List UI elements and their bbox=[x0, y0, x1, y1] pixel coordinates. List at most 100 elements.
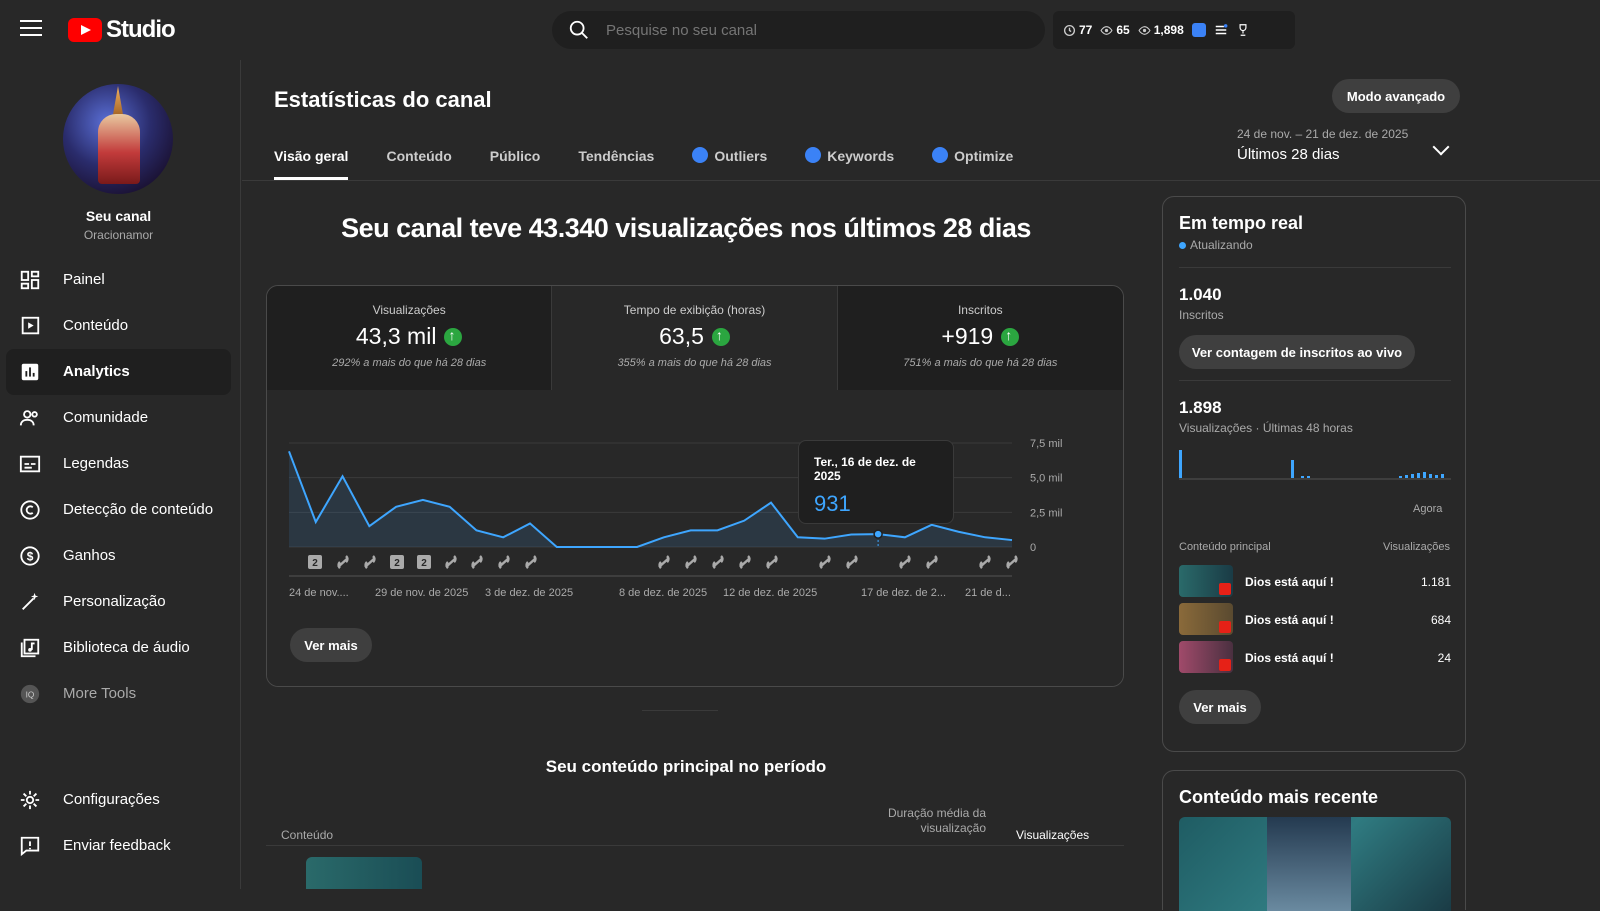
trophy-icon[interactable] bbox=[1236, 23, 1250, 37]
realtime-bars-chart[interactable] bbox=[1179, 447, 1451, 487]
col-views[interactable]: Visualizações bbox=[1016, 828, 1090, 842]
subtitles-icon bbox=[19, 455, 41, 473]
content-icon bbox=[21, 316, 40, 335]
metric-label: Tempo de exibição (horas) bbox=[623, 303, 766, 317]
recent-title: Conteúdo mais recente bbox=[1179, 787, 1379, 807]
menu-icon[interactable] bbox=[20, 20, 42, 38]
metric-visualizacoes[interactable]: Visualizações 43,3 mil 292% a mais do qu… bbox=[267, 286, 553, 390]
tabs-divider bbox=[242, 180, 1600, 181]
realtime-bar bbox=[1405, 475, 1408, 478]
x-tick-label: 24 de nov.... bbox=[289, 587, 349, 599]
top-content-title: Seu conteúdo principal no período bbox=[545, 757, 827, 776]
metric-inscritos[interactable]: Inscritos +919 751% a mais do que há 28 … bbox=[837, 286, 1123, 390]
overview-card: Visualizações 43,3 mil 292% a mais do qu… bbox=[266, 285, 1124, 687]
sidebar-item-label: Comunidade bbox=[63, 409, 149, 426]
sidebar-item-label: Detecção de conteúdo bbox=[63, 501, 214, 518]
col-avg-duration[interactable]: Duração média da visualização bbox=[887, 806, 986, 835]
sidebar-item-ganhos[interactable]: $ Ganhos bbox=[6, 533, 231, 579]
dollar-icon: $ bbox=[20, 546, 40, 566]
upload-badge-label: 2 bbox=[312, 558, 318, 569]
tab-tendencias[interactable]: Tendências bbox=[578, 132, 654, 180]
metric-tempo-exibicao[interactable]: Tempo de exibição (horas) 63,5 355% a ma… bbox=[552, 286, 838, 390]
avatar-figure bbox=[98, 114, 140, 184]
sidebar-item-more-tools[interactable]: IQ More Tools bbox=[6, 671, 231, 717]
ver-mais-button[interactable]: Ver mais bbox=[1179, 690, 1261, 724]
data-point bbox=[873, 529, 883, 539]
vidiq-icon bbox=[692, 147, 709, 163]
video-views: 24 bbox=[1437, 651, 1451, 665]
shorts-upload-icon bbox=[525, 555, 537, 569]
tab-visao-geral[interactable]: Visão geral bbox=[274, 132, 349, 180]
list-item[interactable]: Dios está aquí ! 24 bbox=[1179, 641, 1451, 673]
tab-publico[interactable]: Público bbox=[490, 132, 541, 180]
channel-name: Seu canal bbox=[85, 208, 152, 224]
sidebar-item-painel[interactable]: Painel bbox=[6, 257, 231, 303]
video-views: 684 bbox=[1430, 613, 1451, 627]
tab-optimize[interactable]: Optimize bbox=[932, 132, 1013, 180]
sidebar-item-analytics[interactable]: Analytics bbox=[6, 349, 231, 395]
tab-conteudo[interactable]: Conteúdo bbox=[386, 132, 451, 180]
sidebar-item-deteccao-conteudo[interactable]: Detecção de conteúdo bbox=[6, 487, 231, 533]
sidebar-item-label: Enviar feedback bbox=[63, 837, 171, 854]
tab-keywords[interactable]: Keywords bbox=[805, 132, 894, 180]
live-subs-button[interactable]: Ver contagem de inscritos ao vivo bbox=[1179, 335, 1415, 369]
divider bbox=[642, 710, 718, 711]
list-icon[interactable] bbox=[1214, 23, 1228, 37]
sidebar-item-conteudo[interactable]: Conteúdo bbox=[6, 303, 231, 349]
sidebar-item-biblioteca-audio[interactable]: Biblioteca de áudio bbox=[6, 625, 231, 671]
realtime-bar bbox=[1301, 476, 1304, 478]
vidiq-icon bbox=[932, 147, 949, 163]
advanced-mode-button[interactable]: Modo avançado bbox=[1332, 79, 1460, 113]
arrow-up-icon bbox=[444, 327, 463, 346]
shorts-upload-icon bbox=[658, 555, 670, 569]
metric-value: +919 bbox=[941, 323, 994, 349]
subs-value: 1.040 bbox=[1179, 285, 1222, 304]
recent-content-card: Conteúdo mais recente bbox=[1162, 770, 1466, 911]
col-content[interactable]: Conteúdo bbox=[281, 828, 334, 842]
studio-logo[interactable]: Studio bbox=[68, 16, 176, 44]
channel-avatar[interactable] bbox=[63, 84, 173, 194]
vidiq-stats-pill[interactable]: 77 65 1,898 bbox=[1053, 11, 1295, 49]
vidiq-icon[interactable] bbox=[1191, 23, 1206, 37]
realtime-bar bbox=[1179, 450, 1182, 478]
views-chart[interactable]: 7,5 mil 5,0 mil 2,5 mil 0 2 2 2 24 de nov.... 29… bbox=[267, 390, 1124, 687]
tab-label: Optimize bbox=[954, 148, 1014, 164]
subs-label: Inscritos bbox=[1179, 308, 1224, 322]
stat-views-48h: 1,898 bbox=[1138, 23, 1184, 37]
shorts-upload-icon bbox=[1006, 555, 1018, 569]
sidebar-item-comunidade[interactable]: Comunidade bbox=[6, 395, 231, 441]
date-range-picker[interactable]: 24 de nov. – 21 de dez. de 2025 Últimos … bbox=[1237, 127, 1457, 163]
sidebar-item-feedback[interactable]: Enviar feedback bbox=[6, 823, 231, 869]
youtube-logo-icon bbox=[68, 18, 102, 42]
shorts-upload-icon bbox=[685, 555, 697, 569]
upload-badge-label: 2 bbox=[394, 558, 400, 569]
feedback-icon bbox=[20, 836, 40, 857]
recent-video-thumbnail[interactable] bbox=[1179, 817, 1451, 911]
list-item[interactable]: Dios está aquí ! 1.181 bbox=[1179, 565, 1451, 597]
series-area bbox=[289, 451, 1012, 547]
sidebar-item-personalizacao[interactable]: Personalização bbox=[6, 579, 231, 625]
stat-views-hour: 65 bbox=[1100, 23, 1130, 37]
shorts-upload-icon bbox=[364, 555, 376, 569]
series-line bbox=[288, 450, 1013, 548]
sidebar-item-legendas[interactable]: Legendas bbox=[6, 441, 231, 487]
list-item[interactable]: Dios está aquí ! 684 bbox=[1179, 603, 1451, 635]
stat-value: 65 bbox=[1116, 23, 1130, 37]
sidebar: Seu canal Oracionamor Painel Conteúdo An… bbox=[0, 60, 241, 889]
search-bar[interactable] bbox=[552, 11, 1045, 49]
ver-mais-button[interactable]: Ver mais bbox=[290, 628, 372, 662]
realtime-bar bbox=[1291, 460, 1294, 478]
tab-label: Público bbox=[489, 148, 541, 164]
video-views: 1.181 bbox=[1420, 575, 1451, 589]
eye-icon bbox=[1100, 25, 1113, 35]
metric-compare: 751% a mais do que há 28 dias bbox=[903, 357, 1058, 369]
sidebar-item-configuracoes[interactable]: Configurações bbox=[6, 777, 231, 823]
shorts-icon bbox=[1219, 659, 1231, 671]
tab-outliers[interactable]: Outliers bbox=[692, 132, 767, 180]
video-thumbnail[interactable] bbox=[306, 857, 422, 889]
date-range-text: 24 de nov. – 21 de dez. de 2025 bbox=[1237, 127, 1409, 141]
search-input[interactable] bbox=[606, 21, 1006, 39]
sidebar-item-label: Personalização bbox=[63, 593, 166, 610]
sidebar-item-label: Configurações bbox=[63, 791, 160, 808]
dashboard-icon bbox=[20, 270, 40, 290]
